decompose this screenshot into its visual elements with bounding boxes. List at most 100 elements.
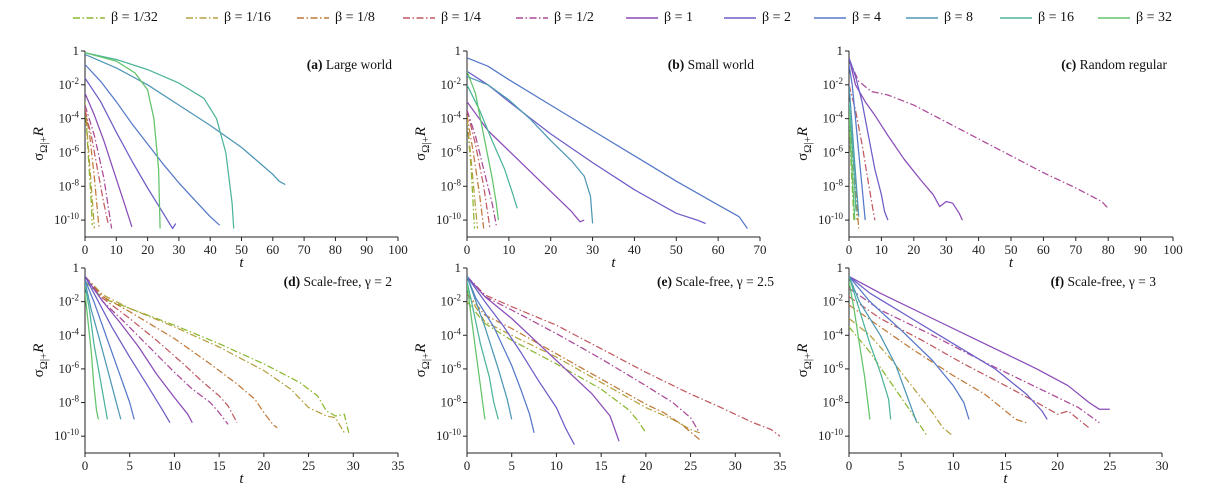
x-axis-label: t [621, 471, 626, 487]
series-line-b1_8 [85, 108, 100, 229]
chart-legend: β = 1/32 β = 1/16 β = 1/8 β = 1/4 β = 1/2 β =… [0, 0, 1206, 34]
series-line-b1_32 [85, 281, 350, 433]
series-line-b16 [849, 276, 892, 420]
series-line-b1_8 [849, 304, 1027, 424]
legend-label: β = 8 [944, 10, 974, 25]
panel-title: (b) Small world [668, 57, 754, 72]
series-line-b1_8 [467, 292, 700, 440]
legend-item: β = 1/32 [72, 8, 158, 28]
x-tick-label: 10 [947, 458, 960, 473]
y-axis-label: σΩ|+R [31, 127, 50, 161]
x-tick-label: 5 [508, 458, 515, 473]
legend-swatch [516, 17, 548, 19]
x-tick-label: 50 [1005, 242, 1018, 257]
x-tick-label: 30 [172, 242, 185, 257]
y-tick-label: 10-4 [823, 326, 844, 342]
y-tick-label: 1 [455, 43, 462, 58]
series-line-b16 [85, 284, 109, 420]
series-line-b1_4 [85, 110, 110, 226]
y-tick-label: 10-6 [59, 143, 80, 159]
legend-swatch [1098, 17, 1130, 19]
x-tick-label: 60 [712, 242, 725, 257]
x-tick-label: 20 [1051, 458, 1064, 473]
series-line-b1_32 [849, 326, 928, 437]
x-tick-label: 0 [82, 458, 89, 473]
series-line-b8 [467, 75, 594, 224]
y-tick-label: 10-4 [59, 326, 80, 342]
x-tick-label: 20 [141, 242, 154, 257]
series-line-b4 [467, 276, 535, 433]
series-group [467, 57, 748, 229]
y-tick-label: 10-2 [59, 293, 80, 309]
x-tick-label: 10 [875, 242, 888, 257]
x-tick-label: 100 [1163, 242, 1183, 257]
y-tick-label: 10-2 [823, 76, 844, 92]
chart-panel-f: 0 5 10 15 20 25 30 1 10-2 10-4 10-6 10-8 10-10 t σΩ|+R… [795, 260, 1169, 487]
series-line-b1_2 [849, 59, 1109, 209]
series-line-b8 [849, 84, 860, 217]
y-tick-label: 10-6 [823, 143, 844, 159]
series-line-b8 [85, 53, 286, 186]
series-line-b2 [849, 275, 1048, 420]
series-line-b1_8 [85, 275, 278, 429]
x-tick-label: 70 [1069, 242, 1082, 257]
legend-swatch [403, 17, 435, 19]
series-line-b2 [849, 57, 889, 221]
x-tick-label: 15 [999, 458, 1012, 473]
legend-label: β = 1/4 [441, 10, 481, 25]
y-tick-label: 10-6 [441, 143, 462, 159]
series-line-b16 [849, 101, 857, 212]
y-tick-label: 10-10 [818, 211, 843, 227]
x-tick-label: 20 [907, 242, 920, 257]
y-tick-label: 10-6 [823, 360, 844, 376]
y-tick-label: 1 [73, 260, 80, 275]
x-tick-label: 0 [82, 242, 89, 257]
x-tick-label: 0 [464, 458, 471, 473]
y-tick-label: 10-8 [59, 394, 80, 410]
series-line-b1_16 [467, 292, 700, 434]
y-tick-label: 10-2 [441, 76, 462, 92]
series-line-b1_16 [85, 275, 345, 434]
x-axis-label: t [1009, 255, 1014, 271]
x-tick-label: 20 [544, 242, 557, 257]
y-tick-label: 10-10 [436, 427, 461, 443]
x-tick-label: 0 [846, 458, 853, 473]
x-tick-label: 15 [595, 458, 608, 473]
chart-panel-a: 0 10 20 30 40 50 60 70 80 90 100 1 10-2 10-4 10-6 10-8 1… [31, 43, 408, 271]
legend-item: β = 2 [723, 8, 791, 28]
chart-panel-c: 0 10 20 30 40 50 60 70 80 90 100 1 10-2 10-4 10-6 10-8 1… [795, 43, 1183, 271]
x-tick-label: 5 [126, 458, 133, 473]
x-tick-label: 20 [639, 458, 652, 473]
x-tick-label: 35 [392, 458, 405, 473]
series-line-b1_32 [467, 301, 647, 434]
x-tick-label: 10 [502, 242, 515, 257]
x-tick-label: 0 [846, 242, 853, 257]
series-line-b1 [85, 276, 193, 423]
legend-swatch [297, 17, 329, 19]
x-tick-label: 90 [1134, 242, 1147, 257]
x-tick-label: 0 [464, 242, 471, 257]
x-tick-label: 50 [670, 242, 683, 257]
y-tick-label: 10-4 [441, 326, 462, 342]
x-tick-label: 60 [1037, 242, 1050, 257]
legend-label: β = 1/8 [335, 10, 375, 25]
series-line-b1_2 [85, 104, 113, 229]
panel-title: (d) Scale-free, γ = 2 [284, 274, 392, 289]
x-tick-label: 100 [388, 242, 408, 257]
y-tick-label: 10-4 [441, 110, 462, 126]
y-axis-label: σΩ|+R [413, 127, 432, 161]
x-tick-label: 35 [774, 458, 787, 473]
series-line-b1_16 [467, 118, 479, 229]
y-tick-label: 10-6 [59, 360, 80, 376]
series-line-b4 [467, 57, 748, 229]
x-tick-label: 90 [360, 242, 373, 257]
panel-title: (f) Scale-free, γ = 3 [1051, 274, 1157, 289]
series-line-b2 [467, 70, 706, 225]
series-line-b1_16 [849, 318, 954, 437]
legend-item: β = 1/2 [515, 8, 594, 28]
panel-title: (a) Large world [307, 57, 392, 72]
series-line-b16 [467, 281, 499, 420]
series-group [467, 275, 780, 445]
x-tick-label: 10 [550, 458, 563, 473]
